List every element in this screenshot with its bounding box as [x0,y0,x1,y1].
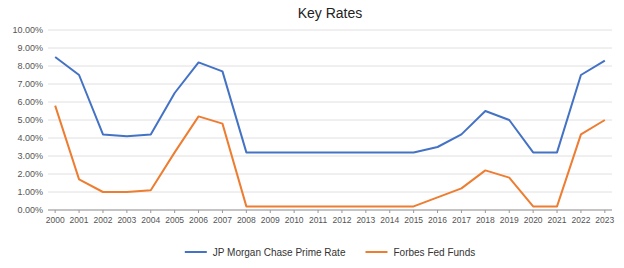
x-tick [150,210,151,213]
x-tick [604,210,605,213]
x-tick-label: 2017 [452,215,471,225]
legend-item: JP Morgan Chase Prime Rate [185,247,346,258]
chart: Key Rates 0.00% 1.00% 2.00% 3.00% 4.00% 5.00% 6… [0,0,624,268]
legend-swatch [185,251,207,253]
x-tick-label: 2014 [380,215,399,225]
x-tick [389,210,390,213]
x-tick [246,210,247,213]
x-tick [509,210,510,213]
y-tick-label: 2.00% [17,169,43,179]
x-tick-label: 2022 [571,215,590,225]
grid-line [48,156,612,157]
x-tick [126,210,127,213]
x-tick-label: 2011 [309,215,328,225]
x-tick-label: 2013 [356,215,375,225]
x-tick [294,210,295,213]
title: Key Rates [298,5,363,21]
x-tick [318,210,319,213]
y-tick-label: 7.00% [17,79,43,89]
x-tick [341,210,342,213]
y-tick-label: 6.00% [17,97,43,107]
y-tick-label: 3.00% [17,151,43,161]
x-tick-label: 2000 [46,215,65,225]
grid-line [48,84,612,85]
legend-swatch [366,251,388,253]
grid-line [48,138,612,139]
legend: JP Morgan Chase Prime Rate Forbes Fed Fun… [185,247,475,258]
y-tick-label: 5.00% [17,115,43,125]
grid-line [48,120,612,121]
x-tick-label: 2016 [428,215,447,225]
x-tick-label: 2002 [94,215,113,225]
x-tick [102,210,103,213]
grid-line [48,30,612,31]
x-tick [413,210,414,213]
y-tick-label: 1.00% [17,187,43,197]
x-tick-label: 2009 [261,215,280,225]
legend-label: Forbes Fed Funds [394,247,476,258]
x-tick-label: 2001 [70,215,89,225]
x-tick [580,210,581,213]
legend-item: Forbes Fed Funds [366,247,476,258]
grid-line [48,174,612,175]
x-tick [365,210,366,213]
x-tick [222,210,223,213]
y-tick-label: 0.00% [17,205,43,215]
x-tick-label: 2023 [595,215,614,225]
x-tick-label: 2003 [117,215,136,225]
x-tick-label: 2019 [500,215,519,225]
y-tick-label: 9.00% [17,43,43,53]
series-group [55,57,605,206]
x-tick [437,210,438,213]
x-tick [79,210,80,213]
x-tick-label: 2010 [285,215,304,225]
legend-label: JP Morgan Chase Prime Rate [213,247,346,258]
x-tick-label: 2008 [237,215,256,225]
x-tick [461,210,462,213]
line [55,57,605,152]
y-tick-label: 10.00% [12,25,43,35]
x-tick-label: 2021 [548,215,567,225]
y-tick-label: 4.00% [17,133,43,143]
grid-line [48,210,612,211]
grid-line [48,102,612,103]
x-tick [174,210,175,213]
x-tick [485,210,486,213]
x-tick [55,210,56,213]
x-axis-line [48,210,612,211]
grid-line [48,48,612,49]
x-tick-label: 2012 [332,215,351,225]
y-axis: 0.00% 1.00% 2.00% 3.00% 4.00% 5.00% 6.00% 7.00%… [12,25,612,215]
x-tick [270,210,271,213]
x-tick-label: 2018 [476,215,495,225]
line [55,106,605,207]
x-tick [198,210,199,213]
x-tick-label: 2015 [404,215,423,225]
x-tick-label: 2005 [165,215,184,225]
x-tick-label: 2020 [524,215,543,225]
y-tick-label: 8.00% [17,61,43,71]
x-tick-label: 2006 [189,215,208,225]
x-axis: 2000 2001 2002 2003 2004 2005 2006 2007 2008 2009… [46,210,615,225]
x-tick-label: 2007 [213,215,232,225]
x-tick [557,210,558,213]
x-tick-label: 2004 [141,215,160,225]
grid-line [48,66,612,67]
x-tick [533,210,534,213]
